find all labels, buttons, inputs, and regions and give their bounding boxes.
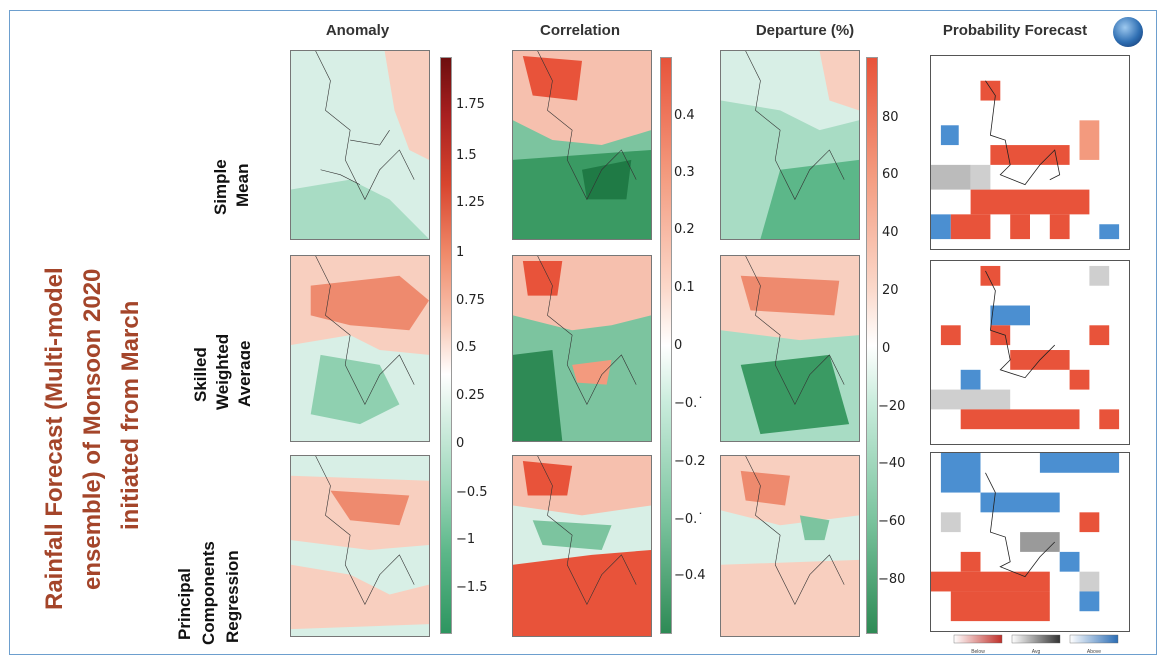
row-label-skilled-weighted-average: Skilled Weighted Average xyxy=(170,262,254,442)
map-anomaly-skilled-weighted-average xyxy=(290,255,430,442)
column-header-departure: Departure (%) xyxy=(755,22,855,39)
row-label-principal-components-regression: Principal Components Regression xyxy=(168,455,248,650)
cb-tick: −80 xyxy=(878,572,906,587)
map-anomaly-simple-mean xyxy=(290,50,430,240)
colorbar-correlation xyxy=(660,57,672,634)
cb-tick: 20 xyxy=(882,283,899,298)
cb-tick: 60 xyxy=(882,167,899,182)
cb-tick: 0.1 xyxy=(674,280,695,295)
cb-tick: 0.75 xyxy=(456,293,485,308)
title-line-2: ensemble) of Monsoon 2020 xyxy=(79,269,106,590)
cb-tick: 0.5 xyxy=(456,340,477,355)
cb-tick: −1 xyxy=(456,532,476,547)
map-departure-principal-components-regression xyxy=(720,455,860,637)
cb-tick: 0.2 xyxy=(674,222,695,237)
slide-frame xyxy=(9,10,1157,655)
row-label-simple-mean: Simple Mean xyxy=(198,105,278,235)
cb-tick: 0.4 xyxy=(674,108,695,123)
map-departure-skilled-weighted-average xyxy=(720,255,860,442)
cb-tick: 0 xyxy=(456,436,465,451)
cb-tick: −0.5 xyxy=(456,485,488,500)
cb-tick: −20 xyxy=(878,399,906,414)
map-probability-skilled-weighted-average xyxy=(930,260,1130,445)
column-header-correlation: Correlation xyxy=(539,22,620,39)
slide-title: Rainfall Forecast (Multi-model ensemble)… xyxy=(22,80,172,640)
probability-legend: Below Avg Above xyxy=(952,633,1122,655)
map-correlation-principal-components-regression xyxy=(512,455,652,637)
colorbar-anomaly xyxy=(440,57,452,634)
colorbar-departure xyxy=(866,57,878,634)
globe-icon xyxy=(1113,17,1143,47)
cb-tick: 1.5 xyxy=(456,148,477,163)
cb-tick: −0.4 xyxy=(674,568,706,583)
map-probability-principal-components-regression xyxy=(930,452,1130,632)
cb-tick: 1 xyxy=(456,245,465,260)
title-line-3: initiated from March xyxy=(117,301,144,530)
cb-tick: 1.75 xyxy=(456,97,485,112)
cb-tick: 0.25 xyxy=(456,388,485,403)
svg-text:Principal: Principal xyxy=(175,568,194,640)
cb-tick: −40 xyxy=(878,456,906,471)
map-correlation-skilled-weighted-average xyxy=(512,255,652,442)
title-line-1: Rainfall Forecast (Multi-model xyxy=(41,267,68,610)
cb-tick: −1.5 xyxy=(456,580,488,595)
cb-tick: 0 xyxy=(674,338,683,353)
cb-tick: 80 xyxy=(882,110,899,125)
column-header-probability: Probability Forecast xyxy=(942,22,1088,39)
cb-tick: 1.25 xyxy=(456,195,485,210)
cb-tick: −0.˙ xyxy=(674,512,704,527)
svg-text:Components: Components xyxy=(199,541,218,645)
cb-tick: −0.2 xyxy=(674,454,706,469)
cb-tick: −60 xyxy=(878,514,906,529)
cb-tick: −0.˙ xyxy=(674,396,704,411)
svg-text:Regression: Regression xyxy=(223,550,242,643)
cb-tick: 0 xyxy=(882,341,891,356)
map-departure-simple-mean xyxy=(720,50,860,240)
cb-tick: 40 xyxy=(882,225,899,240)
legend-below: Below xyxy=(971,649,985,655)
column-header-anomaly: Anomaly xyxy=(325,22,390,39)
map-probability-simple-mean xyxy=(930,55,1130,250)
map-correlation-simple-mean xyxy=(512,50,652,240)
map-anomaly-principal-components-regression xyxy=(290,455,430,637)
svg-text:Mean: Mean xyxy=(233,164,252,207)
svg-text:Weighted: Weighted xyxy=(213,334,232,410)
svg-text:Average: Average xyxy=(235,341,250,407)
svg-text:Simple: Simple xyxy=(211,159,230,215)
legend-avg: Avg xyxy=(1032,649,1041,655)
svg-text:Skilled: Skilled xyxy=(191,347,210,402)
cb-tick: 0.3 xyxy=(674,165,695,180)
legend-above: Above xyxy=(1087,649,1101,655)
